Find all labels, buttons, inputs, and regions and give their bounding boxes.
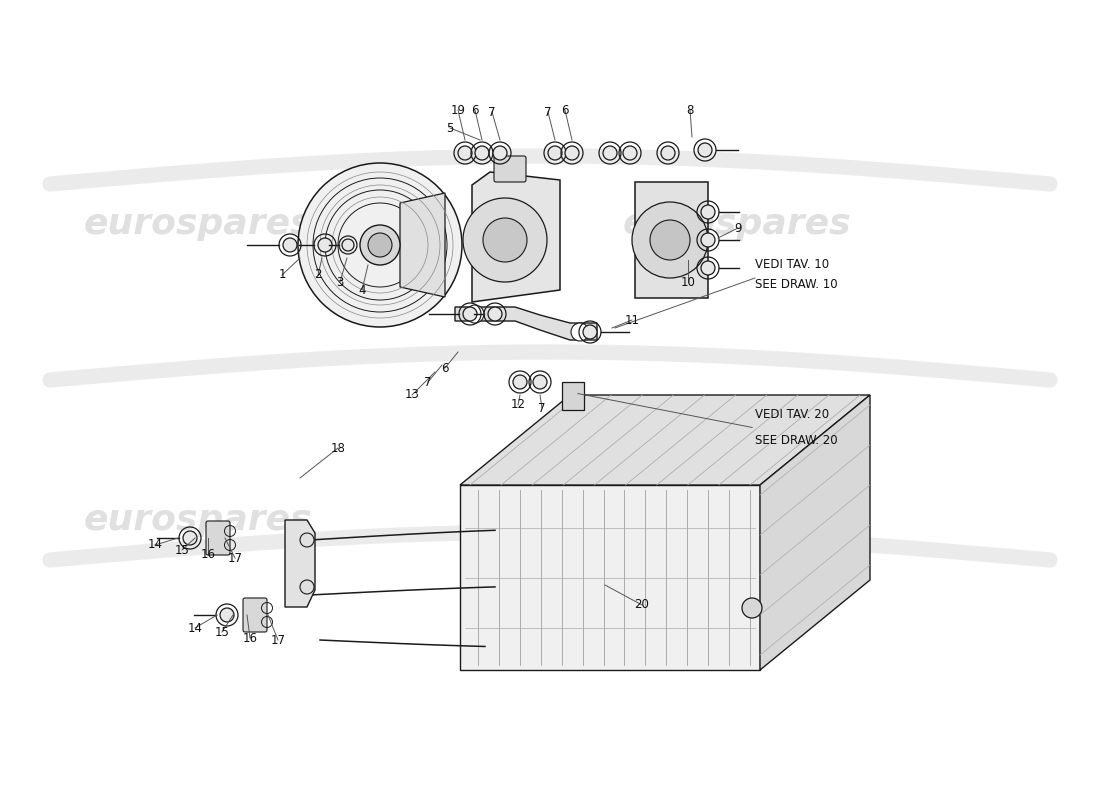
- Circle shape: [463, 198, 547, 282]
- Text: 6: 6: [441, 362, 449, 374]
- Polygon shape: [400, 193, 446, 297]
- Text: 11: 11: [625, 314, 639, 326]
- Circle shape: [534, 375, 547, 389]
- Text: 8: 8: [686, 103, 694, 117]
- Polygon shape: [460, 485, 760, 670]
- Circle shape: [701, 261, 715, 275]
- Circle shape: [298, 163, 462, 327]
- Polygon shape: [285, 520, 315, 607]
- Circle shape: [632, 202, 708, 278]
- Text: eurospares: eurospares: [84, 207, 312, 241]
- Text: SEE DRAW. 10: SEE DRAW. 10: [755, 278, 837, 291]
- Text: 7: 7: [544, 106, 552, 118]
- Text: 7: 7: [488, 106, 496, 118]
- Text: 7: 7: [538, 402, 546, 414]
- Circle shape: [318, 238, 332, 252]
- Text: 2: 2: [315, 269, 321, 282]
- Text: VEDI TAV. 10: VEDI TAV. 10: [755, 258, 829, 271]
- Polygon shape: [562, 382, 584, 410]
- Circle shape: [513, 375, 527, 389]
- FancyBboxPatch shape: [243, 598, 267, 632]
- Circle shape: [698, 143, 712, 157]
- Circle shape: [742, 598, 762, 618]
- Text: 15: 15: [175, 543, 189, 557]
- Circle shape: [475, 146, 490, 160]
- Text: 19: 19: [451, 103, 465, 117]
- Circle shape: [701, 233, 715, 247]
- Text: 20: 20: [635, 598, 649, 611]
- Text: 17: 17: [271, 634, 286, 646]
- Text: 6: 6: [561, 103, 569, 117]
- FancyBboxPatch shape: [494, 156, 526, 182]
- Circle shape: [342, 239, 354, 251]
- Text: eurospares: eurospares: [623, 503, 851, 537]
- Circle shape: [583, 325, 597, 339]
- Circle shape: [183, 531, 197, 545]
- Text: SEE DRAW. 20: SEE DRAW. 20: [755, 434, 837, 446]
- Circle shape: [220, 608, 234, 622]
- Text: 5: 5: [447, 122, 453, 134]
- Circle shape: [493, 146, 507, 160]
- Text: 12: 12: [510, 398, 526, 411]
- Text: eurospares: eurospares: [623, 207, 851, 241]
- Circle shape: [571, 323, 588, 341]
- Text: 15: 15: [214, 626, 230, 638]
- Text: 3: 3: [337, 275, 343, 289]
- Text: VEDI TAV. 20: VEDI TAV. 20: [755, 409, 829, 422]
- Text: eurospares: eurospares: [84, 503, 312, 537]
- Text: 1: 1: [278, 269, 286, 282]
- Circle shape: [368, 233, 392, 257]
- Text: 16: 16: [200, 549, 216, 562]
- Circle shape: [466, 305, 484, 323]
- Text: 14: 14: [187, 622, 202, 634]
- Polygon shape: [760, 395, 870, 670]
- Polygon shape: [635, 182, 708, 298]
- Text: 17: 17: [228, 551, 242, 565]
- Circle shape: [483, 218, 527, 262]
- Circle shape: [300, 533, 313, 547]
- FancyBboxPatch shape: [206, 521, 230, 555]
- Circle shape: [650, 220, 690, 260]
- Circle shape: [565, 146, 579, 160]
- Text: 4: 4: [359, 283, 365, 297]
- Polygon shape: [472, 172, 560, 302]
- Text: 13: 13: [405, 389, 419, 402]
- Circle shape: [360, 225, 400, 265]
- Text: 16: 16: [242, 631, 257, 645]
- Circle shape: [603, 146, 617, 160]
- Circle shape: [463, 307, 477, 321]
- Text: 6: 6: [471, 103, 478, 117]
- Circle shape: [300, 580, 313, 594]
- Text: 14: 14: [147, 538, 163, 551]
- Polygon shape: [460, 395, 870, 485]
- Circle shape: [458, 146, 472, 160]
- Text: 18: 18: [331, 442, 345, 454]
- Circle shape: [623, 146, 637, 160]
- Circle shape: [283, 238, 297, 252]
- Circle shape: [548, 146, 562, 160]
- Circle shape: [488, 307, 502, 321]
- Circle shape: [661, 146, 675, 160]
- Text: 9: 9: [735, 222, 741, 234]
- Polygon shape: [455, 307, 597, 340]
- Circle shape: [701, 205, 715, 219]
- Text: 10: 10: [681, 275, 695, 289]
- Text: 7: 7: [425, 375, 431, 389]
